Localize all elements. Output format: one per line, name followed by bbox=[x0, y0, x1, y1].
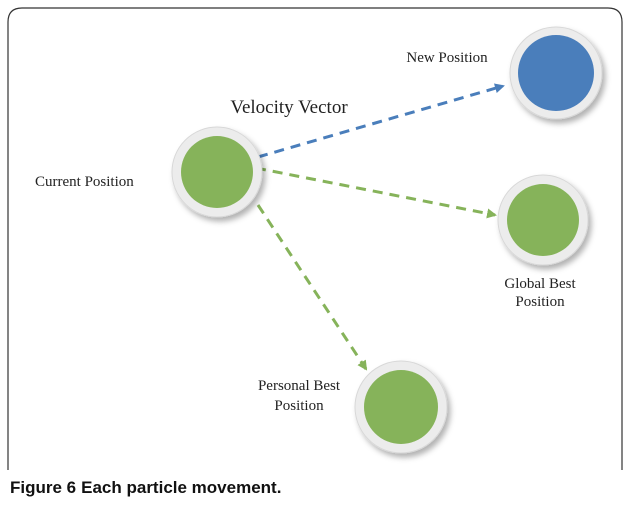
node-label: Position bbox=[515, 294, 565, 310]
node-new bbox=[509, 26, 603, 120]
arrow-global bbox=[255, 166, 497, 219]
node-global bbox=[497, 174, 589, 266]
frame bbox=[7, 7, 623, 470]
caption: Figure 6 Each particle movement. bbox=[10, 478, 281, 497]
arrow-personal bbox=[256, 204, 368, 371]
node-current bbox=[171, 126, 263, 218]
caption-number: Figure 6 bbox=[10, 478, 76, 497]
velocity-arrow bbox=[257, 83, 505, 159]
node-label: Position bbox=[274, 398, 324, 414]
node-personal bbox=[354, 360, 448, 454]
caption-text: Each particle movement. bbox=[81, 478, 281, 497]
edge-label: Velocity Vector bbox=[230, 97, 348, 118]
node-label: Personal Best bbox=[258, 378, 341, 394]
node-label: Current Position bbox=[35, 174, 134, 190]
node-label: New Position bbox=[406, 50, 488, 66]
node-label: Global Best bbox=[504, 276, 576, 292]
